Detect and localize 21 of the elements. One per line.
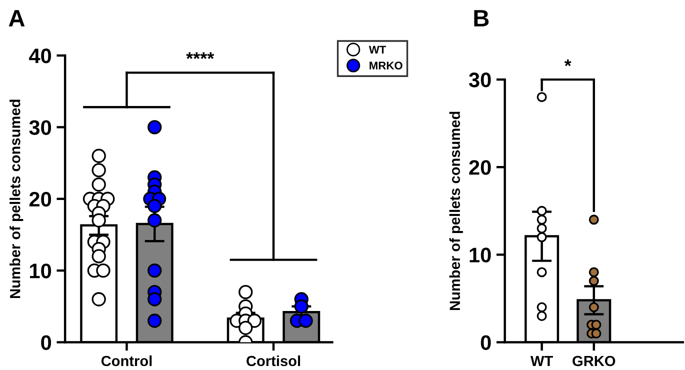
chart-title: A [8, 10, 25, 26]
x-tick-label: WT [530, 356, 553, 366]
chart-title: B [474, 10, 489, 26]
y-axis-title: Number of pellets consumed [10, 100, 24, 298]
y-tick-label: 20 [29, 192, 52, 207]
y-tick-label: 40 [29, 48, 52, 64]
y-tick-label: 30 [29, 120, 52, 135]
y-tick-label: 0 [41, 335, 52, 350]
text: * [564, 59, 572, 66]
y-tick-label: 30 [468, 72, 491, 88]
legend-label: MRKO [370, 62, 402, 70]
y-tick-label: 10 [470, 248, 491, 262]
x-tick-label: Cortisol [246, 355, 300, 366]
y-tick-label: 20 [469, 160, 491, 175]
x-tick-label: GRKO [572, 356, 616, 366]
y-axis-title: Number of pellets consumed [449, 112, 463, 310]
y-tick-label: 0 [480, 335, 491, 350]
y-tick-label: 10 [30, 264, 52, 278]
legend-label: WT [368, 46, 386, 54]
annotation: **** [186, 52, 214, 59]
x-tick-label: Control [101, 355, 152, 366]
